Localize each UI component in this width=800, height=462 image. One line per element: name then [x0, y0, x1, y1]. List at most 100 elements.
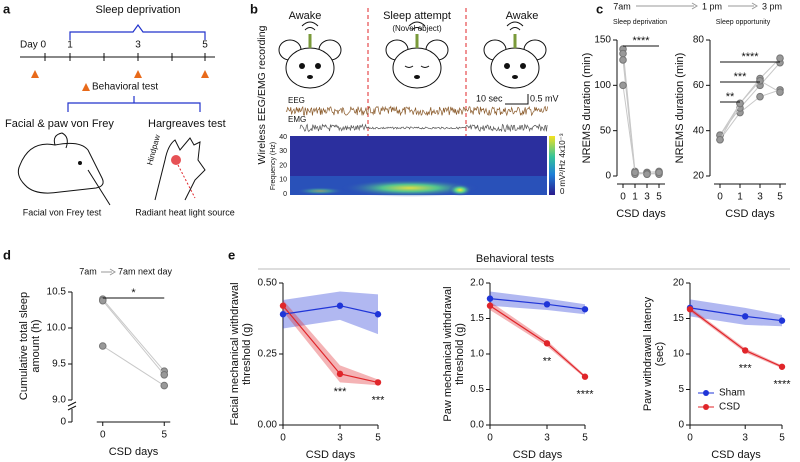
point: [336, 370, 344, 378]
point: [581, 306, 589, 313]
phase-label: Sleep opportunity: [716, 19, 771, 26]
mouse-head: [285, 47, 335, 89]
y-axis-label: threshold (g): [454, 323, 466, 385]
y-axis-label: Paw mechanical withdrawal: [442, 286, 454, 421]
y-tick-label: 0.50: [258, 278, 278, 289]
point: [98, 296, 107, 305]
x-tick-label: 0: [100, 430, 106, 441]
x-tick-label: 5: [161, 430, 167, 441]
state-label: Awake: [289, 10, 322, 22]
eeg-trace: [285, 105, 548, 117]
point: [279, 302, 287, 309]
subject-line: [719, 89, 781, 141]
x-axis-label: CSD days: [513, 449, 563, 461]
x-tick-label: 1: [632, 192, 638, 203]
freq-tick-label: 30: [279, 148, 287, 155]
y-tick-label: 1.0: [470, 349, 484, 360]
signal: [408, 21, 426, 31]
point: [279, 311, 287, 318]
time-label: 3 pm: [762, 1, 782, 11]
y-tick-label: 10.0: [47, 323, 67, 334]
point: [776, 88, 784, 96]
x-tick-label: 5: [656, 192, 662, 203]
time-arrow: [636, 2, 758, 10]
subject-line: [622, 59, 660, 175]
colorbar-unit: mV²/Hz 4x10⁻³: [558, 133, 567, 186]
y-axis-label: threshold (g): [241, 323, 253, 385]
day-label: 1: [67, 40, 73, 51]
axis-break: [67, 401, 77, 411]
point: [655, 168, 663, 177]
spectrogram-power: [295, 187, 345, 195]
point: [756, 92, 764, 101]
scale-label: 10 sec: [476, 93, 503, 103]
mouse-head: [490, 47, 540, 89]
point: [742, 313, 749, 320]
panel-label: e: [228, 247, 235, 262]
freq-tick-label: 20: [279, 162, 287, 169]
sig-label: **: [726, 91, 735, 103]
subject-line: [719, 80, 781, 140]
mouse-head: [392, 47, 442, 89]
point: [778, 317, 786, 324]
x-tick-label: 3: [644, 192, 650, 203]
heat-spot: [171, 155, 181, 165]
x-tick-label: 3: [757, 192, 763, 203]
y-tick-label: 60: [693, 80, 705, 91]
x-tick-label: 3: [742, 433, 748, 444]
panel-label: a: [3, 1, 11, 16]
time-arrow: [101, 268, 116, 276]
y-tick-label: 50: [600, 125, 612, 136]
point: [374, 379, 382, 386]
y-tick-label: 0.5: [470, 384, 484, 395]
freq-label: Frequency (Hz): [270, 142, 277, 190]
mouse-nose: [307, 75, 313, 79]
y-tick-label: 9.5: [52, 359, 66, 370]
signal: [506, 21, 524, 31]
y-tick-label: 100: [594, 80, 611, 91]
state-label: Sleep attempt: [383, 10, 451, 22]
x-tick-label: 0: [487, 433, 493, 444]
freq-tick-label: 40: [279, 134, 287, 141]
test-label: Facial & paw von Frey: [5, 118, 114, 130]
light-beam: [177, 164, 196, 199]
x-tick-label: 1: [737, 192, 743, 203]
mouse-eye: [520, 63, 526, 69]
y-tick-label: 9.0: [52, 395, 66, 406]
spectrogram-power: [340, 179, 480, 197]
mouse-drawing: [17, 132, 111, 206]
trace-label: EEG: [288, 96, 305, 105]
point: [619, 81, 627, 90]
sig-label: ****: [741, 51, 759, 63]
sig-label: ****: [632, 35, 650, 47]
point: [778, 363, 786, 370]
chart: 0.00 0.25 0.50 Facial mechanical withdrawal…: [229, 278, 385, 461]
x-tick-label: 5: [779, 433, 785, 444]
mice: [278, 21, 547, 89]
y-axis-label: NREMS duration (min): [674, 53, 686, 164]
sig-label: **: [543, 355, 552, 367]
x-axis-label: CSD days: [616, 208, 666, 220]
day-label: Day 0: [20, 40, 47, 51]
timeline-ticks: [44, 53, 206, 61]
phase-label: Sleep deprivation: [613, 19, 667, 26]
point: [160, 381, 169, 390]
freq-tick-label: 10: [279, 177, 287, 184]
subject-line: [102, 300, 165, 376]
recording-title: Wireless EEG/EMG recording: [256, 25, 268, 164]
y-tick-label: 0.0: [470, 420, 484, 431]
legend-marker: [703, 404, 709, 410]
point: [716, 135, 724, 144]
legend-text: Behavioral test: [92, 82, 158, 93]
sig-label: *: [131, 287, 136, 299]
y-tick-label: 5: [678, 384, 684, 395]
y-tick-label: 150: [594, 35, 611, 46]
point: [756, 77, 764, 85]
point: [98, 342, 107, 350]
x-tick-label: 0: [620, 192, 626, 203]
scale-label: 0.5 mV: [530, 93, 559, 103]
signal: [301, 21, 319, 31]
error-band: [283, 291, 378, 335]
y-tick-label: 0.00: [258, 420, 278, 431]
